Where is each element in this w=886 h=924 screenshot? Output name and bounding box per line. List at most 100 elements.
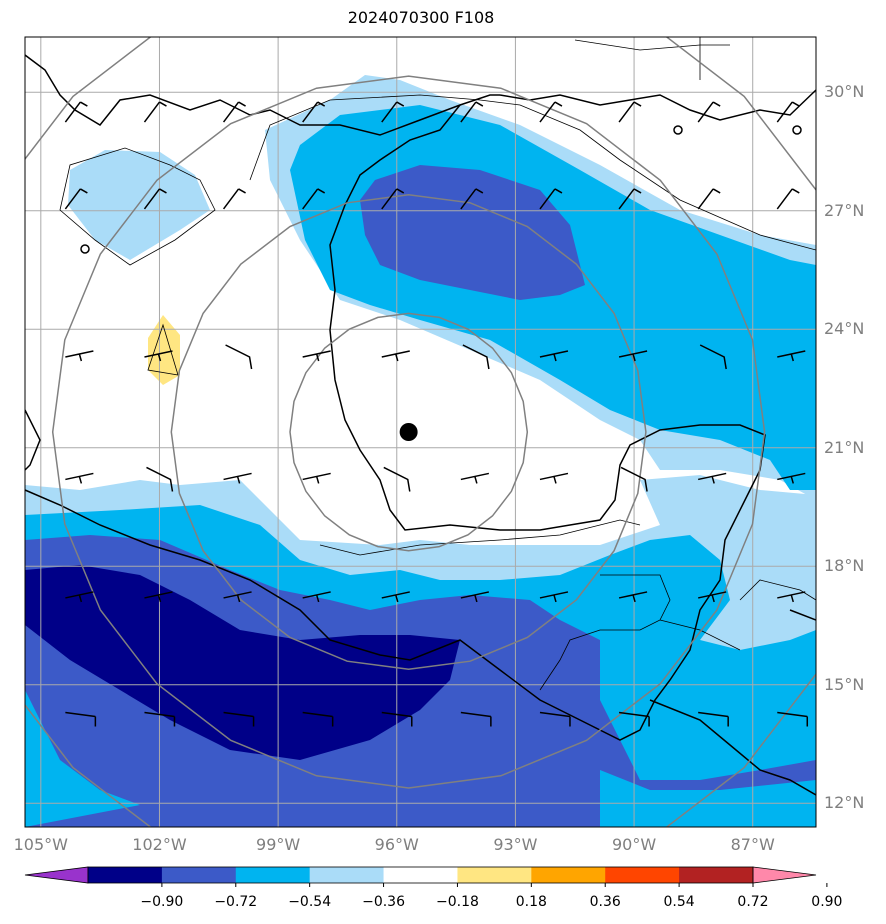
latitude-label: 12°N (824, 793, 865, 813)
longitude-label: 87°W (730, 835, 775, 854)
wind-barb (302, 472, 331, 484)
wind-barb (302, 101, 326, 123)
wind-barb (460, 101, 484, 123)
shade-navy-south (25, 565, 460, 760)
colorbar-segment (88, 867, 163, 883)
colorbar-tick-label: −0.90 (140, 894, 184, 910)
wind-barb (222, 101, 246, 123)
wind-barb (302, 350, 331, 362)
wind-barb (460, 188, 484, 210)
wind-barb (618, 711, 650, 727)
longitude-label: 105°W (13, 835, 68, 854)
colorbar-outline (87, 866, 754, 884)
wind-barb (65, 350, 94, 362)
wind-barb (776, 188, 800, 210)
wind-barb (460, 591, 490, 603)
range-ring (289, 312, 529, 552)
wind-barb (144, 350, 173, 362)
borders (59, 37, 816, 691)
shade-dark-blue-tip (600, 770, 816, 827)
map-title: 2024070300 F108 (347, 8, 495, 27)
wind-barb (697, 101, 721, 123)
wind-barb (539, 101, 563, 123)
wind-barb (222, 188, 246, 210)
wind-barb (777, 591, 806, 603)
latitude-label: 27°N (824, 200, 865, 220)
wind-barb (302, 591, 331, 603)
longitude-label: 96°W (374, 835, 419, 854)
longitude-label: 90°W (611, 835, 657, 854)
wind-barb (64, 188, 88, 210)
colorbar-segment (235, 867, 311, 883)
wind-barb (383, 466, 411, 492)
colorbar-extend-high (752, 866, 817, 884)
colorbar-tick-label: 0.54 (663, 894, 695, 910)
wind-barb (64, 101, 88, 123)
wind-barb (697, 188, 721, 210)
wind-barb (539, 188, 563, 210)
wind-barb (699, 344, 727, 370)
colorbar-tick-label: −0.18 (435, 894, 479, 910)
wind-barb (143, 101, 167, 123)
wind-barb (65, 711, 97, 727)
wind-barb (698, 711, 729, 727)
shade-dark-blue-gulf (360, 165, 585, 300)
wind-barb (302, 711, 334, 727)
wind-barb (539, 472, 569, 484)
longitude-label: 102°W (132, 835, 187, 854)
colorbar-tick-label: −0.54 (288, 894, 332, 910)
colorbar-tick-label: 0.90 (811, 894, 843, 910)
colorbar (24, 866, 828, 887)
colorbar-segment (161, 867, 237, 883)
wind-barb (223, 591, 252, 603)
wind-barb (620, 466, 648, 492)
wind-barb (618, 350, 648, 362)
wind-barb (146, 466, 174, 492)
storm-center-marker (399, 423, 418, 441)
colorbar-tick-label: 0.36 (589, 894, 621, 910)
wind-barbs (64, 101, 809, 727)
wind-barb (460, 472, 490, 484)
graticule (25, 37, 816, 827)
latitude-label: 18°N (824, 556, 865, 576)
longitude-label: 93°W (493, 835, 538, 854)
colorbar-tick-label: −0.72 (214, 894, 258, 910)
wind-barb (460, 711, 492, 727)
wind-barb (539, 350, 569, 362)
wind-barb (65, 591, 94, 603)
wind-barb (698, 472, 727, 484)
wind-barb (698, 591, 727, 603)
wind-barb (618, 101, 642, 123)
shaded-field (25, 37, 816, 827)
wind-barb (777, 472, 806, 484)
colorbar-tick-label: 0.72 (737, 894, 769, 910)
map-frame (24, 36, 817, 828)
wind-barb (144, 711, 176, 727)
latitude-label: 21°N (824, 437, 865, 457)
shade-yellow-blob (148, 315, 180, 385)
colorbar-segment (457, 867, 532, 883)
colorbar-segment (531, 867, 606, 883)
wind-barb (223, 472, 252, 484)
colorbar-segment (679, 867, 754, 883)
colorbar-segment (383, 867, 458, 883)
range-ring (51, 75, 766, 789)
range-ring (170, 193, 647, 671)
latitude-label: 24°N (824, 319, 865, 339)
shade-light-blue-nw (68, 150, 210, 260)
wind-barb (381, 101, 405, 123)
colorbar-segment (605, 867, 680, 883)
wind-barb (225, 344, 253, 370)
wind-barb (381, 188, 405, 210)
latitude-label: 30°N (824, 82, 865, 102)
wind-barb (777, 350, 806, 362)
wind-barb (618, 591, 648, 603)
wind-barb (777, 711, 809, 727)
wind-barb (776, 101, 800, 123)
wind-barb (65, 472, 94, 484)
shade-lightblue-west-edge (25, 690, 140, 827)
colorbar-extend-low (24, 866, 89, 884)
colorbar-segment (309, 867, 385, 883)
